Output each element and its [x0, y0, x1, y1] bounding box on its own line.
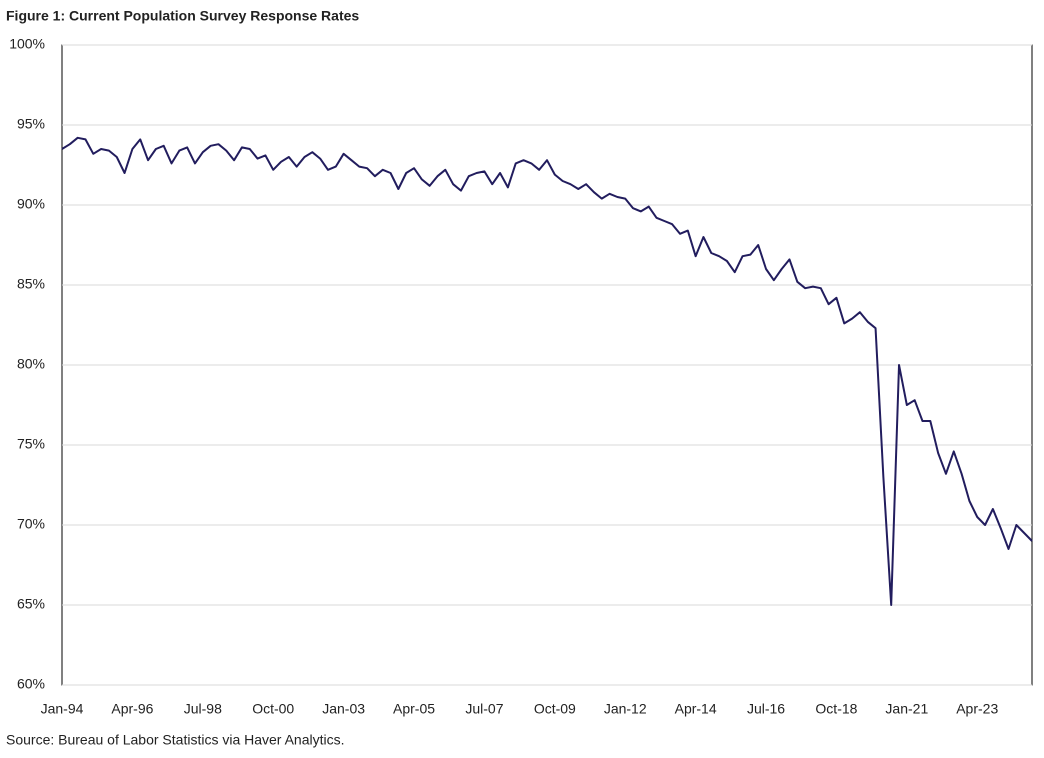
y-tick-label: 75% [17, 436, 45, 452]
y-tick-label: 80% [17, 356, 45, 372]
x-tick-label: Jul-98 [184, 701, 222, 717]
x-tick-label: Apr-05 [393, 701, 435, 717]
x-tick-label: Jul-16 [747, 701, 785, 717]
x-tick-label: Oct-00 [252, 701, 294, 717]
x-tick-label: Oct-09 [534, 701, 576, 717]
x-tick-label: Apr-96 [111, 701, 153, 717]
x-tick-label: Apr-14 [675, 701, 717, 717]
y-tick-label: 65% [17, 596, 45, 612]
y-tick-label: 100% [9, 36, 45, 52]
y-tick-label: 85% [17, 276, 45, 292]
x-tick-label: Jan-94 [41, 701, 84, 717]
x-tick-label: Apr-23 [956, 701, 998, 717]
x-tick-label: Jul-07 [465, 701, 503, 717]
x-tick-label: Jan-21 [885, 701, 928, 717]
x-tick-label: Oct-18 [815, 701, 857, 717]
y-tick-label: 95% [17, 116, 45, 132]
source-note: Source: Bureau of Labor Statistics via H… [6, 732, 345, 748]
y-tick-label: 90% [17, 196, 45, 212]
x-tick-label: Jan-03 [322, 701, 365, 717]
y-tick-label: 60% [17, 676, 45, 692]
chart-title: Figure 1: Current Population Survey Resp… [6, 8, 359, 24]
y-tick-label: 70% [17, 516, 45, 532]
x-tick-label: Jan-12 [604, 701, 647, 717]
data-line [61, 136, 1033, 606]
